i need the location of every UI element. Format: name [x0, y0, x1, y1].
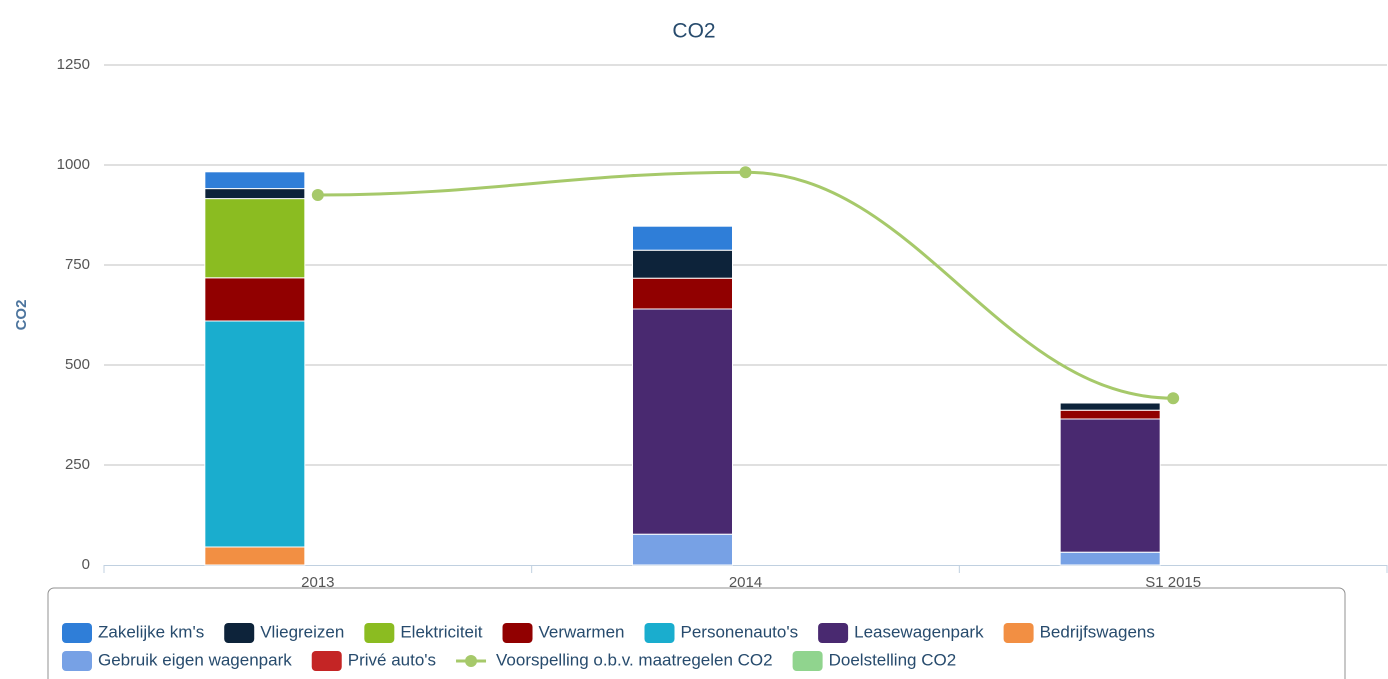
x-tick-label: S1 2015	[1145, 574, 1201, 591]
x-tick-label: 2013	[301, 574, 334, 591]
legend-label: Doelstelling CO2	[829, 650, 957, 669]
y-tick-label: 250	[65, 456, 90, 473]
bar-segment	[1059, 418, 1161, 553]
bar-segment	[1059, 551, 1161, 566]
legend-label: Voorspelling o.b.v. maatregelen CO2	[496, 650, 773, 669]
bar-segment	[204, 198, 306, 279]
bar-segment	[204, 546, 306, 566]
bar-segment	[204, 188, 306, 200]
y-tick-label: 0	[82, 556, 90, 573]
legend-symbol	[364, 623, 395, 643]
legend-symbol	[62, 623, 92, 643]
bar-segment	[1059, 409, 1161, 420]
legend-label: Gebruik eigen wagenpark	[98, 650, 292, 669]
legend-label: Verwarmen	[539, 622, 625, 641]
legend-symbol	[792, 651, 823, 671]
legend-box	[47, 587, 1346, 679]
bar-segment	[632, 277, 733, 310]
bar-segment	[1059, 402, 1161, 411]
bar-segment	[632, 533, 733, 566]
y-tick-label: 750	[65, 256, 90, 273]
legend-label: Zakelijke km's	[98, 622, 204, 641]
y-tick-label: 500	[65, 356, 90, 373]
line-marker	[1167, 392, 1180, 405]
line-series	[317, 170, 1174, 400]
legend-symbol	[224, 623, 255, 643]
legend-label: Elektriciteit	[400, 622, 482, 641]
bar-segment	[632, 249, 733, 279]
legend-symbol	[311, 651, 342, 671]
bar-segment	[204, 171, 306, 190]
legend-symbol	[644, 623, 675, 643]
line-marker	[739, 166, 752, 179]
line-marker	[311, 189, 324, 201]
legend-label: Privé auto's	[348, 650, 436, 669]
legend-label: Leasewagenpark	[854, 622, 984, 641]
y-tick-label: 1250	[57, 56, 90, 73]
bar-segment	[204, 320, 306, 548]
legend-symbol	[1003, 623, 1034, 643]
bar-segment	[632, 308, 733, 535]
legend-symbol	[465, 655, 478, 667]
y-tick-label: 1000	[57, 156, 90, 173]
legend-label: Personenauto's	[681, 622, 799, 641]
legend-symbol	[818, 623, 849, 643]
bar-segment	[204, 277, 306, 322]
bar-segment	[632, 225, 733, 251]
y-axis-title: CO2	[13, 300, 30, 331]
chart-title: CO2	[672, 20, 715, 43]
legend-symbol	[502, 623, 533, 643]
legend-label: Vliegreizen	[260, 622, 344, 641]
legend-symbol	[62, 651, 92, 671]
x-tick-label: 2014	[729, 574, 762, 591]
legend-label: Bedrijfswagens	[1040, 622, 1155, 641]
